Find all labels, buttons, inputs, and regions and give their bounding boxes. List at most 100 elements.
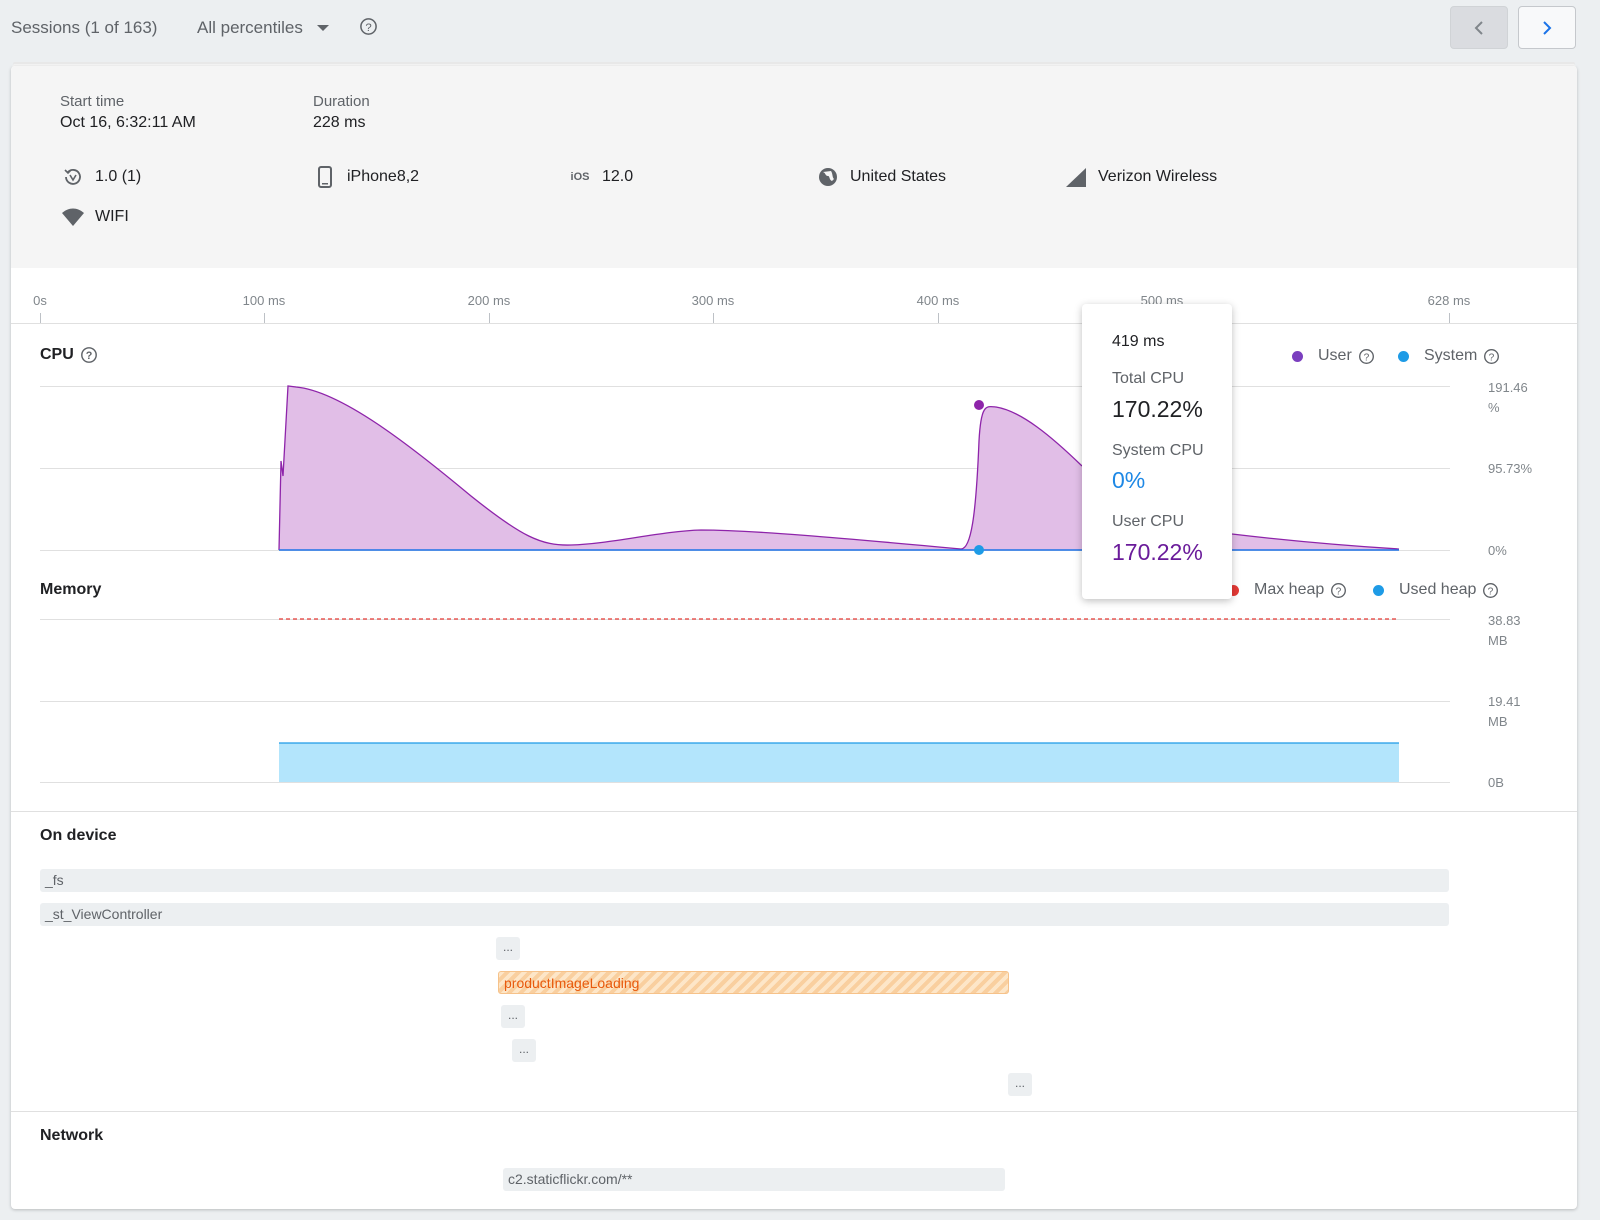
timeline-tick-mark [938, 313, 939, 323]
timeline-tick: 200 ms [467, 293, 511, 308]
collapsed-trace[interactable]: ... [496, 937, 520, 960]
svg-text:?: ? [85, 350, 92, 362]
section-divider [11, 811, 1577, 812]
svg-text:?: ? [1488, 586, 1494, 597]
cpu-axis-top-unit: % [1488, 400, 1500, 415]
memory-legend-max-heap: Max heap ? [1228, 581, 1347, 599]
help-icon[interactable]: ? [359, 17, 378, 41]
on-device-title: On device [40, 827, 117, 844]
help-icon[interactable]: ? [1330, 582, 1347, 599]
help-icon[interactable]: ? [1483, 348, 1500, 365]
help-icon[interactable]: ? [1358, 348, 1375, 365]
memory-axis-top-value: 38.83 [1488, 613, 1521, 628]
svg-text:?: ? [1363, 352, 1369, 363]
user-cpu-area [279, 386, 1082, 550]
max-heap-legend-label: Max heap [1254, 581, 1325, 598]
carrier-value: Verizon Wireless [1098, 168, 1218, 185]
timeline-tick-mark [264, 313, 265, 323]
memory-section-title: Memory [40, 581, 102, 598]
tooltip-total-label: Total CPU [1112, 370, 1185, 387]
user-legend-label: User [1318, 347, 1352, 364]
system-legend-dot [1398, 350, 1409, 362]
timeline-tick-mark [40, 313, 41, 323]
cpu-axis-top-value: 191.46 [1488, 380, 1528, 395]
cpu-axis-zero: 0% [1488, 543, 1507, 558]
device-model-value: iPhone8,2 [347, 168, 420, 185]
help-icon[interactable]: ? [80, 346, 98, 364]
cpu-axis-mid: 95.73% [1488, 461, 1533, 476]
cpu-legend-system: System ? [1398, 347, 1500, 365]
memory-gridline [40, 782, 1450, 783]
memory-axis-mid: 19.41 MB [1488, 692, 1521, 732]
percentile-dropdown-label: All percentiles [197, 18, 303, 37]
next-session-button[interactable] [1518, 6, 1576, 49]
network-type-value: WIFI [95, 208, 129, 225]
app-version-icon [60, 164, 86, 190]
timeline-axis-line [11, 323, 1577, 324]
timeline-tick: 0s [33, 293, 47, 308]
chevron-right-icon [1543, 20, 1552, 35]
app-version: 1.0 (1) [60, 164, 141, 190]
tooltip-time: 419 ms [1112, 333, 1165, 350]
system-legend-label: System [1424, 347, 1478, 364]
cpu-axis-top: 191.46 % [1488, 378, 1528, 418]
user-cpu-line [278, 385, 1083, 551]
duration-value: 228 ms [313, 114, 366, 131]
user-cpu-tail-area [1232, 534, 1399, 550]
memory-gridline [40, 701, 1450, 702]
top-bar: Sessions (1 of 163) All percentiles ? [0, 0, 1600, 56]
timeline-tick: 100 ms [242, 293, 286, 308]
cpu-section-title: CPU ? [40, 346, 98, 364]
svg-text:?: ? [365, 22, 371, 34]
memory-axis-mid-unit: MB [1488, 714, 1508, 729]
memory-axis-mid-value: 19.41 [1488, 694, 1521, 709]
memory-axis-zero: 0B [1488, 775, 1504, 790]
collapsed-trace[interactable]: ... [501, 1005, 525, 1028]
phone-icon [312, 164, 338, 190]
section-divider [11, 1111, 1577, 1112]
duration-label: Duration [313, 93, 370, 110]
tooltip-total-value: 170.22% [1112, 396, 1203, 422]
country-value: United States [850, 168, 947, 185]
globe-icon [815, 164, 841, 190]
os-version: iOS 12.0 [567, 164, 634, 190]
previous-session-button[interactable] [1450, 6, 1508, 49]
trace-product-image-loading[interactable]: productImageLoading [498, 971, 1009, 994]
used-heap-legend-label: Used heap [1399, 581, 1477, 598]
memory-chart[interactable] [11, 606, 1577, 786]
memory-axis-top-unit: MB [1488, 633, 1508, 648]
timeline-tick-mark [1449, 313, 1450, 323]
percentile-dropdown[interactable]: All percentiles [197, 18, 329, 38]
collapsed-trace[interactable]: ... [1008, 1073, 1032, 1096]
cpu-chart[interactable] [11, 366, 1577, 566]
max-heap-legend-dot [1228, 584, 1239, 596]
timeline-tick: 400 ms [916, 293, 960, 308]
wifi-icon [60, 204, 86, 230]
sessions-counter: Sessions (1 of 163) [11, 18, 158, 37]
memory-legend-used-heap: Used heap ? [1373, 581, 1499, 599]
chevron-left-icon [1474, 20, 1483, 35]
network-request[interactable]: c2.staticflickr.com/** [503, 1168, 1005, 1191]
network-title: Network [40, 1127, 104, 1144]
tooltip-user-value: 170.22% [1112, 539, 1203, 565]
tooltip-system-value: 0% [1112, 467, 1146, 493]
svg-text:?: ? [1489, 352, 1495, 363]
svg-text:?: ? [1336, 586, 1342, 597]
memory-axis-top: 38.83 MB [1488, 611, 1521, 651]
app-version-value: 1.0 (1) [95, 168, 142, 185]
session-card: Start time Oct 16, 6:32:11 AM Duration 2… [11, 66, 1577, 1209]
used-heap-area [279, 743, 1399, 782]
trace-fs[interactable]: _fs [40, 869, 1449, 892]
user-legend-dot [1292, 350, 1303, 362]
tooltip-user-label: User CPU [1112, 513, 1185, 530]
cpu-gridline [40, 386, 1450, 387]
cpu-gridline [40, 468, 1450, 469]
help-icon[interactable]: ? [1482, 582, 1499, 599]
ios-icon: iOS [570, 171, 590, 183]
start-time-label: Start time [60, 93, 125, 110]
cpu-tooltip: 419 ms Total CPU 170.22% System CPU 0% U… [1082, 304, 1232, 599]
cpu-legend-user: User ? [1292, 347, 1375, 365]
carrier: Verizon Wireless [1063, 164, 1217, 190]
collapsed-trace[interactable]: ... [512, 1039, 536, 1062]
trace-view-controller[interactable]: _st_ViewController [40, 903, 1449, 926]
